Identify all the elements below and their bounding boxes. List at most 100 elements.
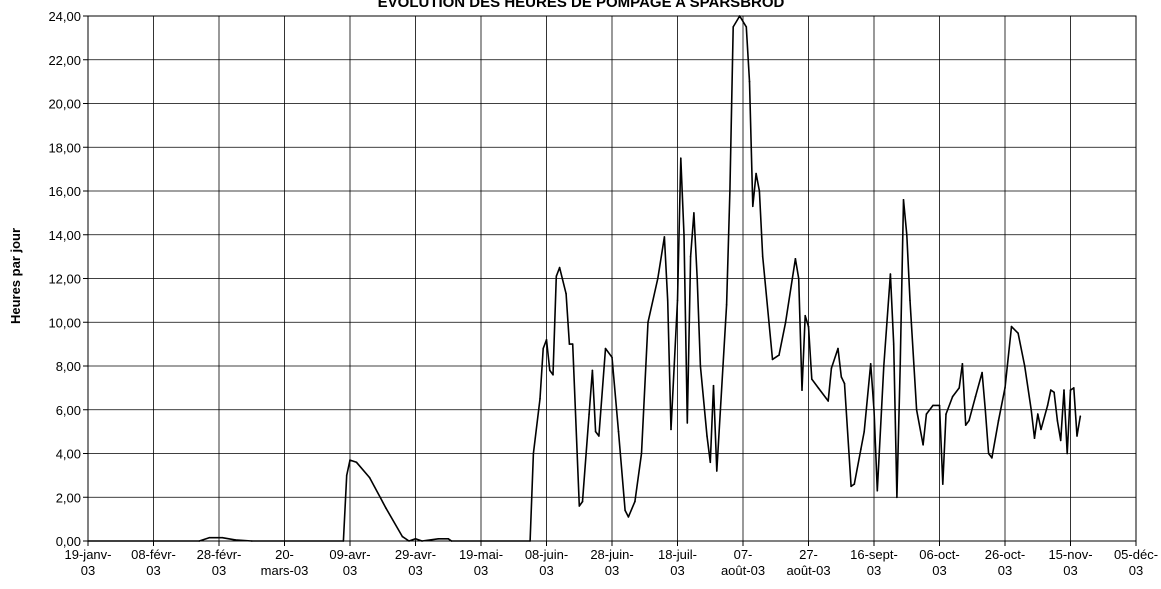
x-tick-label-line2: 03 <box>212 563 226 578</box>
data-point <box>368 476 371 479</box>
data-point <box>889 273 892 275</box>
x-tick-label: 08-févr-03 <box>131 547 176 578</box>
x-tick-label-line2: 03 <box>932 563 946 578</box>
y-tick-label: 2,00 <box>56 490 81 505</box>
data-point <box>997 419 1000 422</box>
data-point <box>568 343 571 345</box>
data-point <box>716 470 718 472</box>
data-point <box>670 428 672 431</box>
data-point <box>860 448 862 450</box>
x-tick-label: 28-juin-03 <box>590 547 633 578</box>
data-point <box>385 507 387 510</box>
data-point <box>208 536 210 539</box>
x-tick-label: 27-août-03 <box>786 547 830 578</box>
x-tick-label-line2: 03 <box>146 563 160 578</box>
x-tick-label-line2: août-03 <box>721 563 765 578</box>
data-point <box>752 205 754 208</box>
data-point <box>932 404 934 407</box>
data-point <box>883 365 885 367</box>
y-axis-title: Heures par jour <box>8 228 23 324</box>
data-point <box>755 172 757 175</box>
data-point <box>709 461 712 464</box>
x-tick-label-line1: 27- <box>799 547 818 562</box>
data-point <box>869 363 872 365</box>
x-tick-label-line1: 08-févr- <box>131 547 176 562</box>
data-point <box>827 400 829 402</box>
data-point <box>1073 387 1075 389</box>
data-point <box>437 538 440 540</box>
data-point <box>349 459 351 461</box>
data-point <box>617 430 620 433</box>
y-tick-label: 14,00 <box>48 228 81 243</box>
plot-area-frame <box>87 15 1137 542</box>
data-point <box>909 299 911 302</box>
data-point <box>817 387 820 389</box>
data-point <box>565 293 567 295</box>
data-point <box>414 538 417 540</box>
data-point <box>811 378 813 380</box>
data-point <box>552 374 554 376</box>
data-point <box>1069 389 1072 391</box>
data-point <box>758 190 761 192</box>
data-point <box>1079 415 1082 418</box>
data-point <box>1063 389 1065 391</box>
data-point <box>1017 332 1019 335</box>
x-tick-label-line2: 03 <box>998 563 1012 578</box>
data-point <box>899 365 901 367</box>
data-point <box>689 255 692 258</box>
data-point <box>555 275 558 278</box>
data-point <box>925 413 928 415</box>
x-tick-label: 16-sept-03 <box>850 547 898 578</box>
data-point <box>640 452 643 455</box>
x-tick-label-line1: 08-juin- <box>525 547 568 562</box>
series-line <box>87 15 1082 542</box>
x-tick-label-line1: 26-oct- <box>985 547 1025 562</box>
data-point <box>539 398 541 400</box>
gridlines <box>83 15 1137 546</box>
x-tick-label: 06-oct-03 <box>919 547 959 578</box>
data-point <box>748 80 751 83</box>
data-point <box>902 199 905 201</box>
data-point <box>712 384 715 387</box>
y-tick-label: 18,00 <box>48 140 81 155</box>
data-point <box>1004 387 1006 389</box>
x-tick-label: 19-mai-03 <box>459 547 503 578</box>
x-tick-label: 08-juin-03 <box>525 547 568 578</box>
x-tick-label-line2: 03 <box>343 563 357 578</box>
data-point <box>680 157 682 159</box>
data-point <box>843 382 846 385</box>
data-point <box>345 474 348 477</box>
data-point <box>771 358 774 361</box>
data-point <box>984 409 987 411</box>
x-tick-label-line2: mars-03 <box>261 563 309 578</box>
y-tick-label: 0,00 <box>56 534 81 549</box>
x-tick-label-line2: 03 <box>474 563 488 578</box>
data-point <box>666 299 669 302</box>
data-point <box>961 363 964 365</box>
x-tick-label-line1: 07- <box>734 547 753 562</box>
data-point <box>964 424 967 426</box>
data-point <box>447 538 450 540</box>
data-point <box>807 325 810 328</box>
x-tick-label: 05-déc-03 <box>1114 547 1158 578</box>
data-point <box>594 430 597 433</box>
data-point <box>981 371 983 374</box>
x-tick-label-line2: 03 <box>408 563 422 578</box>
data-point <box>693 212 695 214</box>
data-point <box>221 536 224 539</box>
x-tick-label-line1: 05-déc- <box>1114 547 1158 562</box>
data-point <box>598 435 600 437</box>
data-point <box>1059 439 1062 442</box>
data-point <box>634 500 636 503</box>
data-point <box>850 485 852 488</box>
data-point <box>1046 404 1049 407</box>
data-point <box>945 413 947 415</box>
x-tick-label: 20-mars-03 <box>261 547 309 578</box>
y-tick-label: 10,00 <box>48 315 81 330</box>
data-point <box>1056 419 1059 422</box>
data-point <box>591 369 594 372</box>
data-point <box>571 343 574 345</box>
x-tick-label: 29-avr-03 <box>395 547 436 578</box>
x-tick-label-line2: 03 <box>1129 563 1143 578</box>
data-point <box>627 516 630 518</box>
